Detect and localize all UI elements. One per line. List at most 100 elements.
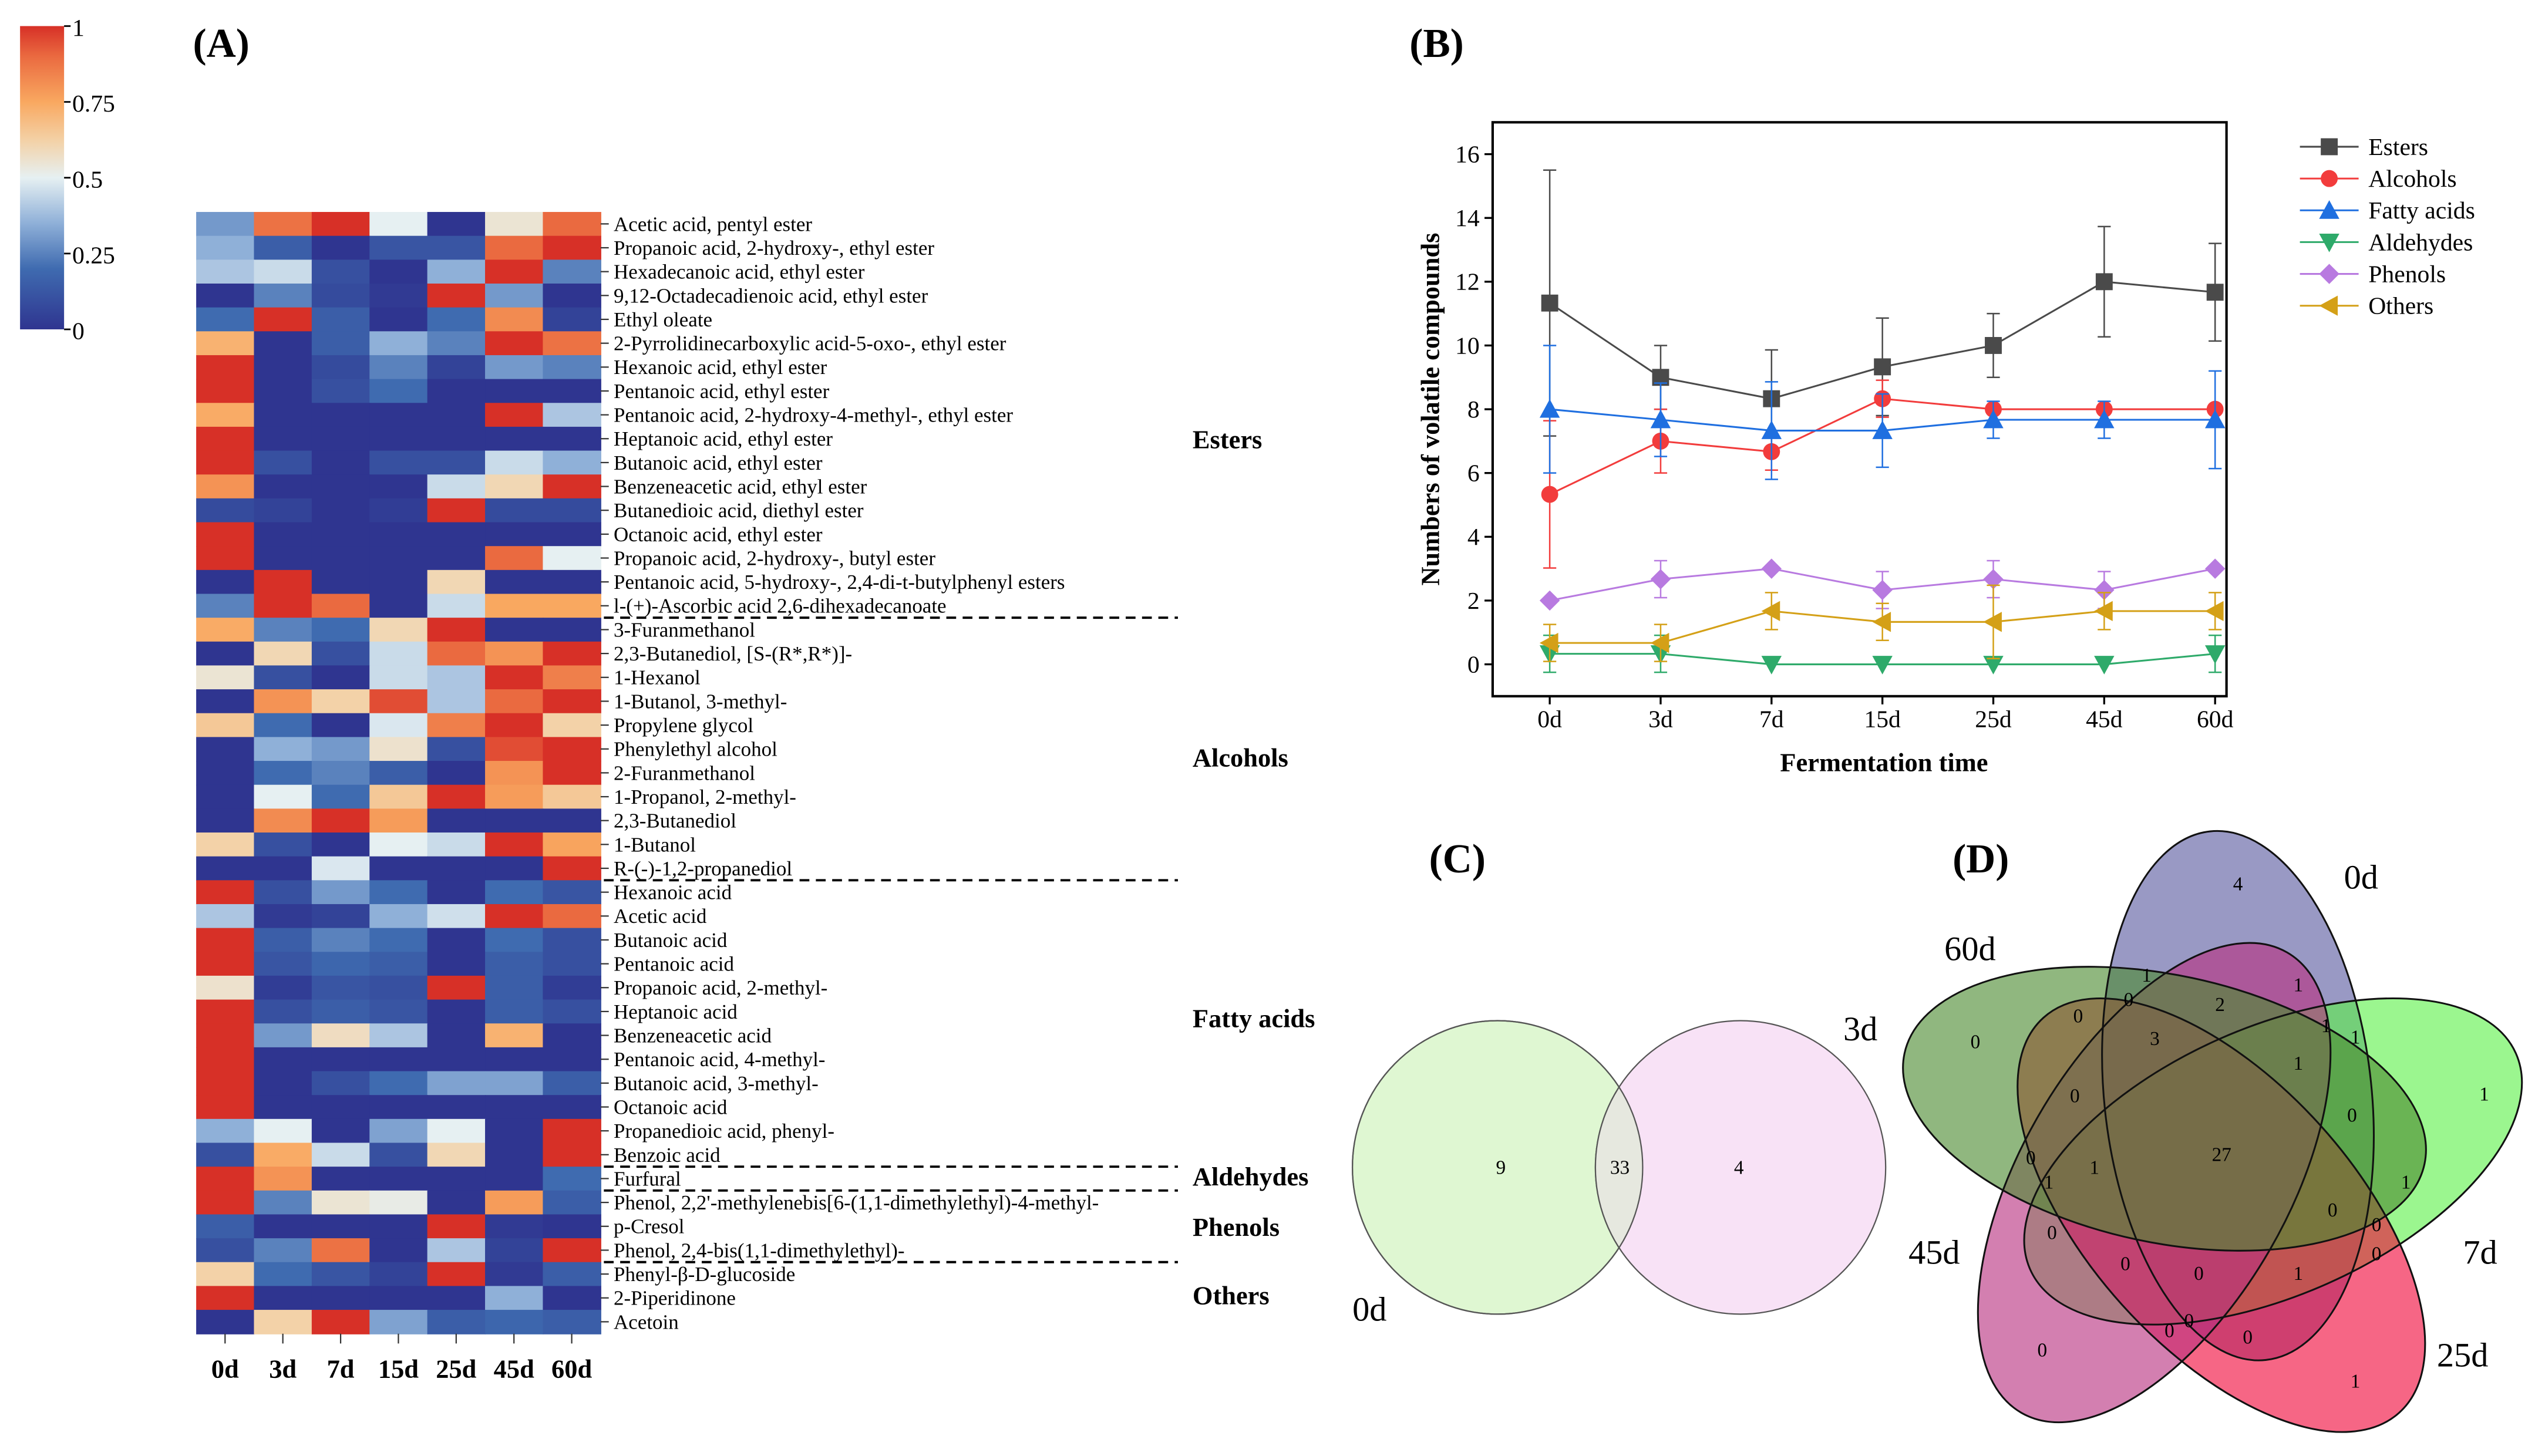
heatmap-cell xyxy=(485,212,544,237)
legend-label: Phenols xyxy=(2368,261,2446,288)
venn-region-count: 0 xyxy=(2243,1326,2253,1348)
heatmap-cell xyxy=(485,1071,544,1096)
heatmap-cell xyxy=(427,1071,486,1096)
heatmap-cell xyxy=(369,761,428,786)
y-tick-label: 10 xyxy=(1455,332,1480,359)
row-label: Heptanoic acid, ethyl ester xyxy=(614,427,833,450)
heatmap-cell xyxy=(196,307,255,332)
heatmap-cell xyxy=(254,546,312,571)
venn-region-count: 3 xyxy=(2150,1028,2160,1050)
heatmap-cell xyxy=(485,522,544,547)
row-label: Hexadecanoic acid, ethyl ester xyxy=(614,261,865,284)
data-point xyxy=(1872,420,1893,439)
row-label: Hexanoic acid, ethyl ester xyxy=(614,356,827,379)
heatmap-cell xyxy=(485,1095,544,1120)
heatmap-cell xyxy=(543,808,601,834)
heatmap-cell xyxy=(427,379,486,404)
heatmap-cell xyxy=(485,355,544,380)
heatmap-cell xyxy=(485,379,544,404)
heatmap-cell xyxy=(485,833,544,857)
y-tick-label: 12 xyxy=(1455,269,1480,296)
y-tick-label: 0 xyxy=(1467,651,1480,678)
heatmap-cell xyxy=(485,737,544,762)
legend-marker xyxy=(2319,200,2339,219)
series-fatty-acids xyxy=(1539,345,2226,480)
heatmap-cell xyxy=(485,1262,544,1287)
heatmap-cell xyxy=(485,999,544,1024)
heatmap-cell xyxy=(311,737,371,762)
legend-marker xyxy=(2321,138,2338,156)
heatmap-cell xyxy=(427,737,486,762)
heatmap-cell xyxy=(543,379,601,404)
heatmap-cell xyxy=(427,546,486,571)
venn-set-label: 0d xyxy=(2344,858,2378,896)
data-point xyxy=(1983,656,2004,675)
heatmap-cell xyxy=(254,450,312,476)
row-label: Butanoic acid, 3-methyl- xyxy=(614,1072,819,1095)
heatmap-cell xyxy=(427,212,486,237)
heatmap-cell xyxy=(311,1095,371,1120)
heatmap-cell xyxy=(196,403,255,428)
heatmap-cell xyxy=(543,1286,601,1311)
heatmap-cell xyxy=(196,450,255,476)
heatmap-cell xyxy=(369,1238,428,1263)
heatmap-cell xyxy=(254,1167,312,1191)
colorbar-tick-label: 0.75 xyxy=(72,90,115,117)
heatmap-cell xyxy=(311,784,371,810)
heatmap-cell xyxy=(485,880,544,905)
heatmap-cell xyxy=(485,307,544,332)
heatmap-cell xyxy=(543,1310,601,1334)
heatmap-cell xyxy=(311,689,371,714)
venn-region-count: 0 xyxy=(2184,1310,2194,1332)
heatmap-cell xyxy=(254,498,312,523)
heatmap-cell xyxy=(254,999,312,1024)
legend-marker xyxy=(2319,233,2339,252)
heatmap-cell xyxy=(254,1071,312,1096)
heatmap-cell xyxy=(485,618,544,642)
heatmap-cell xyxy=(543,928,601,953)
row-label: Phenol, 2,2'-methylenebis[6-(1,1-dimethy… xyxy=(614,1191,1099,1214)
panel-b-line-chart: (B) 0 2 4 6 8 10 12 14 16 0d 3d 7d 15d 25d 45d 60d Este… xyxy=(1409,21,2475,777)
venn-count-only-0d: 9 xyxy=(1496,1157,1506,1179)
heatmap-cell xyxy=(427,1142,486,1168)
heatmap-cell xyxy=(369,737,428,762)
heatmap-cell xyxy=(196,737,255,762)
venn-set-label: 60d xyxy=(1944,930,1995,968)
heatmap-cell xyxy=(543,1190,601,1215)
heatmap-cell xyxy=(254,737,312,762)
data-point xyxy=(1539,590,1560,611)
row-label: 1-Butanol, 3-methyl- xyxy=(614,690,787,713)
heatmap-cell xyxy=(311,928,371,953)
heatmap-cell xyxy=(369,426,428,451)
heatmap-cell xyxy=(427,856,486,881)
heatmap-cell xyxy=(543,952,601,977)
venn-region-count: 1 xyxy=(2044,1172,2054,1194)
heatmap-cell xyxy=(196,1023,255,1048)
heatmap-cell xyxy=(485,928,544,953)
heatmap-cell xyxy=(196,1190,255,1215)
heatmap-cell xyxy=(254,952,312,977)
heatmap-cell xyxy=(196,999,255,1024)
heatmap-cell xyxy=(543,403,601,428)
heatmap-cell xyxy=(311,952,371,977)
data-point xyxy=(1761,420,1782,439)
heatmap-cell xyxy=(254,379,312,404)
heatmap-cell xyxy=(427,904,486,929)
heatmap-cell xyxy=(427,641,486,666)
heatmap-cell xyxy=(369,713,428,738)
heatmap-cell xyxy=(254,355,312,380)
heatmap-cell xyxy=(427,928,486,953)
group-label: Fatty acids xyxy=(1193,1004,1315,1033)
colorbar-tick-label: 0.25 xyxy=(72,242,115,269)
row-label: Heptanoic acid xyxy=(614,1000,738,1023)
row-label: 1-Butanol xyxy=(614,833,696,856)
heatmap-cell xyxy=(311,1214,371,1239)
heatmap-cell xyxy=(543,1142,601,1168)
panel-a-heatmap: (A) 1 0.75 0.5 0.25 0 Acetic acid, pentyl es… xyxy=(20,15,1315,1384)
legend-label: Alcohols xyxy=(2368,166,2456,193)
data-point xyxy=(1541,486,1558,503)
legend-marker xyxy=(2319,264,2339,284)
heatmap-cell xyxy=(427,522,486,547)
heatmap-cell xyxy=(543,212,601,237)
heatmap-cell xyxy=(311,235,371,261)
